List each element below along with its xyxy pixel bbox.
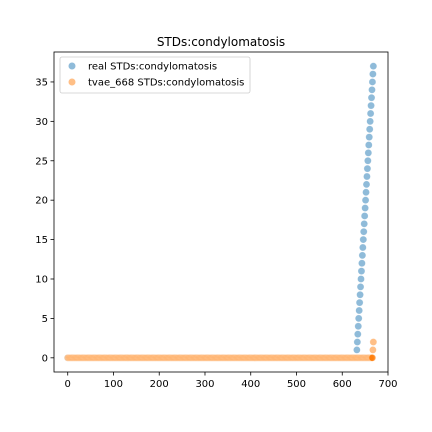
x-tick-label: 700 [378, 379, 397, 390]
data-point [364, 149, 373, 157]
y-tick-label: 30 [35, 117, 48, 128]
legend-label-real: real STDs:condylomatosis [88, 62, 217, 73]
data-point [369, 62, 378, 70]
y-tick-label: 15 [35, 235, 48, 246]
data-point [355, 298, 364, 307]
legend: real STDs:condylomatosis tvae_668 STDs:c… [59, 56, 251, 94]
y-tick-label: 5 [42, 314, 48, 325]
y-tick-label: 10 [35, 274, 48, 285]
x-tick-label: 0 [65, 379, 71, 390]
data-point [369, 338, 378, 346]
legend-box [59, 56, 251, 94]
data-point [369, 70, 377, 78]
data-point [353, 346, 361, 354]
data-point [359, 243, 367, 252]
data-point [362, 180, 371, 189]
x-tick-label: 300 [195, 379, 214, 390]
data-point [365, 141, 373, 149]
y-tick-label: 35 [35, 77, 48, 88]
data-point [355, 306, 363, 315]
data-point [362, 188, 370, 196]
data-point [360, 212, 369, 220]
x-tick-label: 100 [104, 379, 123, 390]
legend-marker-real [68, 62, 76, 70]
x-tick-label: 600 [333, 379, 352, 390]
legend-label-tvae: tvae_668 STDs:condylomatosis [88, 78, 244, 89]
data-point [363, 164, 372, 173]
data-point [359, 235, 367, 244]
data-point [353, 338, 362, 346]
data-point [368, 354, 377, 362]
x-tick-label: 500 [287, 379, 306, 390]
series-0 [64, 62, 378, 362]
data-point [354, 322, 362, 330]
data-point [364, 157, 372, 165]
data-point [354, 330, 362, 338]
chart-title: STDs:condylomatosis [157, 35, 285, 49]
data-point [368, 78, 377, 86]
data-point [358, 259, 366, 267]
legend-marker-tvae [68, 78, 76, 86]
data-point [356, 291, 364, 299]
data-point [360, 220, 368, 228]
y-axis: 0 5 10 15 20 25 30 35 [35, 77, 54, 364]
data-point [361, 204, 369, 212]
x-tick-label: 400 [241, 379, 260, 390]
data-point [357, 275, 365, 283]
y-tick-label: 20 [35, 196, 48, 207]
data-point [358, 251, 367, 260]
data-point [356, 283, 365, 291]
data-point [366, 109, 375, 118]
x-tick-label: 200 [150, 379, 169, 390]
y-tick-label: 25 [35, 156, 48, 167]
data-point [368, 86, 376, 94]
series-1 [64, 338, 378, 362]
data-point [355, 314, 363, 323]
data-point [369, 346, 377, 354]
y-tick-label: 0 [42, 353, 48, 364]
data-point [365, 133, 373, 141]
axes-frame [53, 51, 389, 373]
data-point [365, 125, 374, 133]
data-point [367, 101, 375, 110]
data-point [366, 117, 374, 126]
data-point [367, 94, 376, 102]
data-point [361, 196, 370, 204]
data-point [363, 172, 371, 181]
plot-area [64, 62, 378, 362]
data-point [357, 267, 366, 275]
x-axis: 0 100 200 300 400 500 600 700 [65, 372, 398, 390]
data-point [360, 228, 368, 236]
